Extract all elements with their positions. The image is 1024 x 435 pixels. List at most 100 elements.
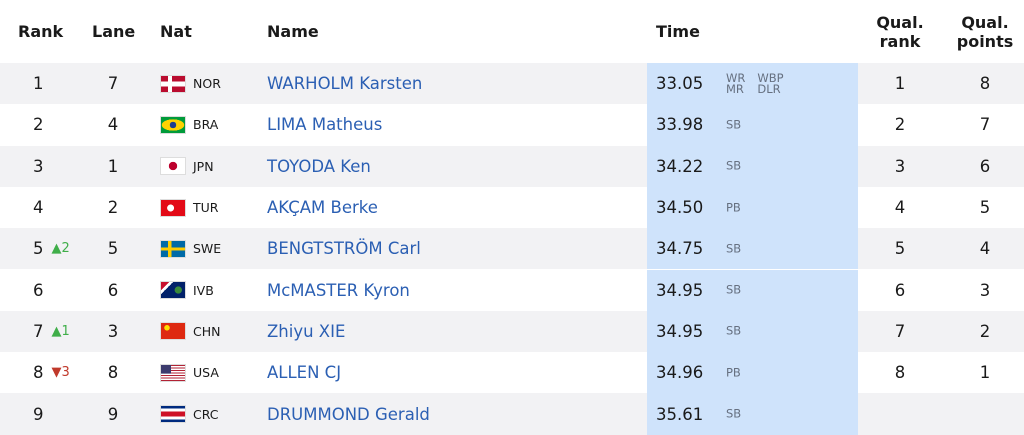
time-highlight <box>647 269 858 311</box>
rank: 5 <box>33 239 44 259</box>
time: 34.22 <box>656 156 704 176</box>
rank-cell: 5 ▲2 <box>33 228 70 269</box>
qual-points: 2 <box>979 321 991 341</box>
athlete-name[interactable]: LIMA Matheus <box>267 115 383 135</box>
column-header: Qual. points <box>956 12 1014 51</box>
flag <box>161 323 185 340</box>
qual-rank: 3 <box>894 156 906 176</box>
qual-points: 5 <box>979 198 991 218</box>
rank: 3 <box>33 156 44 176</box>
nation: TUR <box>161 187 218 228</box>
qual-points: 6 <box>979 156 991 176</box>
flag <box>161 75 185 92</box>
rank-change: ▲1 <box>51 323 70 339</box>
athlete-name[interactable]: ALLEN CJ <box>267 363 342 383</box>
records: SB <box>726 408 741 420</box>
athlete-name[interactable]: Zhiyu XIE <box>267 321 346 341</box>
time-highlight <box>647 145 858 187</box>
flag <box>161 364 185 381</box>
record-tag: SB <box>726 158 742 173</box>
rank-cell: 2 <box>33 104 44 145</box>
result-row: 2 4 BRA LIMA Matheus 33.98 SB 2 7 <box>0 104 1024 146</box>
lane: 3 <box>107 321 119 341</box>
rank-cell: 3 <box>33 146 44 187</box>
flag <box>161 199 185 216</box>
time: 33.05 <box>656 74 704 94</box>
flag <box>161 158 185 175</box>
result-row: 6 6 IVB McMASTER Kyron 34.95 SB 6 3 <box>0 269 1024 311</box>
rank-change: ▲2 <box>51 241 70 257</box>
rank-cell: 9 <box>33 393 44 434</box>
qual-rank: 2 <box>894 115 906 135</box>
qual-points: 3 <box>979 280 991 300</box>
records: WR MR WBP DLR <box>726 70 784 96</box>
column-header: Name <box>267 22 319 41</box>
result-row: 7 ▲1 3 CHN Zhiyu XIE 34.95 SB 7 2 <box>0 310 1024 353</box>
record-tag: PB <box>726 365 741 380</box>
lane: 9 <box>107 404 119 424</box>
record-tag: DLR <box>757 81 781 96</box>
rank-cell: 6 <box>33 270 44 311</box>
flag <box>161 116 185 133</box>
athlete-name[interactable]: BENGTSTRÖM Carl <box>267 239 421 259</box>
nation-code: NOR <box>193 76 221 92</box>
lane: 1 <box>107 156 119 176</box>
nation: IVB <box>161 270 214 311</box>
athlete-name[interactable]: AKÇAM Berke <box>267 198 378 218</box>
record-tag: MR <box>726 81 744 96</box>
nation-code: CHN <box>193 323 221 339</box>
nation-code: BRA <box>193 117 219 133</box>
nation: NOR <box>161 63 221 104</box>
rank-cell: 8 ▼3 <box>33 352 70 393</box>
rank-cell: 4 <box>33 187 44 228</box>
nation: CRC <box>161 393 219 434</box>
nation: BRA <box>161 104 218 145</box>
time-highlight <box>647 63 858 105</box>
time: 34.75 <box>656 239 704 259</box>
time: 34.95 <box>656 280 704 300</box>
athlete-name[interactable]: DRUMMOND Gerald <box>267 404 430 424</box>
rank: 2 <box>33 115 44 135</box>
nation: CHN <box>161 311 220 352</box>
column-header: Nat <box>160 22 192 41</box>
result-row: 5 ▲2 5 SWE BENGTSTRÖM Carl 34.75 SB 5 4 <box>0 228 1024 270</box>
flag <box>161 282 185 299</box>
qual-rank: 8 <box>894 363 906 383</box>
time-highlight <box>647 104 858 146</box>
time: 34.95 <box>656 321 704 341</box>
athlete-name[interactable]: McMASTER Kyron <box>267 280 410 300</box>
result-row: 8 ▼3 8 USA ALLEN CJ 34.96 PB 8 1 <box>0 352 1024 394</box>
column-header: Qual. rank <box>876 12 924 51</box>
lane: 6 <box>107 280 119 300</box>
record-tag: WR <box>726 70 746 85</box>
records: SB <box>726 241 742 256</box>
nation: USA <box>161 352 219 393</box>
qual-points: 1 <box>979 363 991 383</box>
time-highlight <box>647 352 858 394</box>
records: PB <box>726 201 741 213</box>
rank-change: ▼3 <box>51 365 70 381</box>
record-tag: WBP <box>757 70 784 85</box>
result-row: 9 9 CRC DRUMMOND Gerald 35.61 SB <box>0 393 1024 435</box>
time: 33.98 <box>656 115 704 135</box>
flag <box>161 406 185 423</box>
result-row: 1 7 NOR WARHOLM Karsten 33.05 WR MR WBP DLR 1 8 <box>0 63 1024 105</box>
lane: 4 <box>107 115 119 135</box>
nation: JPN <box>161 146 214 187</box>
rank-cell: 7 ▲1 <box>33 311 70 352</box>
nation-code: SWE <box>193 241 222 257</box>
time-highlight <box>647 186 858 229</box>
qual-points: 8 <box>979 74 991 94</box>
athlete-name[interactable]: WARHOLM Karsten <box>267 74 423 94</box>
qual-rank: 5 <box>894 239 906 259</box>
record-tag: SB <box>726 241 742 256</box>
qual-rank: 7 <box>894 321 906 341</box>
rank: 8 <box>33 363 44 383</box>
result-row: 4 2 TUR AKÇAM Berke 34.50 PB 4 5 <box>0 186 1024 229</box>
qual-rank: 6 <box>894 280 906 300</box>
lane: 7 <box>107 74 119 94</box>
athlete-name[interactable]: TOYODA Ken <box>267 156 371 176</box>
rank: 7 <box>33 321 44 341</box>
column-header: Time <box>656 22 700 41</box>
